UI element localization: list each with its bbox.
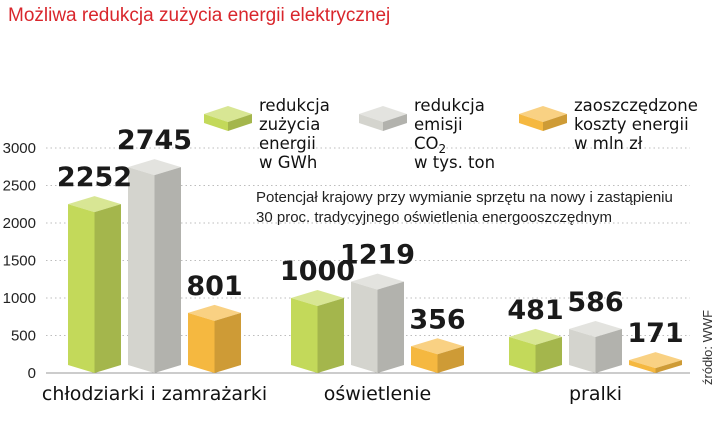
legend-swatch-right [228,114,252,131]
category-labels: chłodziarki i zamrażarki oświetlenie pralk… [42,383,622,405]
legend-label-line: w mln zł [574,134,643,153]
data-label: 586 [567,287,623,318]
note-line-2: 30 proc. tradycyjnego oświetlenia energo… [256,209,612,226]
bar-right-face [535,336,562,373]
bar-left-face [351,281,378,373]
bar-chlodziarki-i-zamrazarki-energia [68,196,121,373]
y-tick-label: 2500 [3,178,36,195]
legend-swatch-left [519,114,543,131]
category-label-oswietlenie: oświetlenie [324,383,431,405]
bars [68,159,682,373]
bar-left-face [509,336,536,373]
legend-label-line: w tys. ton [414,153,495,172]
bar-right-face [437,346,464,373]
y-tick-label: 2000 [3,215,36,232]
data-label: 481 [507,295,563,326]
data-label: 2252 [57,162,132,193]
bar-right-face [595,329,622,373]
data-label: 1219 [340,240,415,271]
bar-left-face [128,167,155,373]
y-tick-label: 1000 [3,290,36,307]
bar-right-face [317,298,344,373]
legend-label-line: CO2 [414,134,446,156]
y-tick-label: 3000 [3,140,36,157]
legend-label-line: redukcja [259,96,330,115]
bar-right-face [154,167,181,373]
category-label-chlodziarki-i-zamrazarki: chłodziarki i zamrażarki [42,383,267,405]
source-note: źródło: WWF [700,310,715,385]
data-label: 801 [186,271,242,302]
bar-chlodziarki-i-zamrazarki-emisja [128,159,181,373]
note-line-1: Potencjał krajowy przy wymianie sprzętu … [256,189,673,206]
bar-left-face [291,298,318,373]
legend-label-line: zaoszczędzone [574,96,698,115]
data-label: 1000 [280,256,355,287]
legend-label-line: emisji [414,115,463,134]
bar-right-face [94,204,121,373]
y-tick-label: 500 [11,328,36,345]
legend-swatch-left [359,114,383,131]
bar-right-face [214,312,241,373]
data-label: 2745 [117,125,192,156]
bar-oswietlenie-energia [291,290,344,373]
legend-label-line: energii [259,134,316,153]
y-axis-ticks: 0 500 1000 1500 2000 2500 3000 [3,140,36,382]
category-label-pralki: pralki [569,383,622,405]
legend-swatch-right [383,114,407,131]
data-label: 171 [627,318,683,349]
legend-swatch-left [204,114,228,131]
bar-pralki-energia [509,328,562,373]
y-tick-label: 0 [28,365,36,382]
bar-chlodziarki-i-zamrazarki-koszty [188,304,241,373]
bar-left-face [629,360,656,373]
bar-left-face [68,204,95,373]
bar-right-face [377,281,404,373]
bar-left-face [411,346,438,373]
bar-pralki-koszty [629,352,682,373]
legend-label-line: w GWh [259,153,317,172]
legend-label-line: koszty energii [574,115,689,134]
bar-left-face [188,312,215,373]
legend-label-line: zużycia [259,115,320,134]
bar-pralki-emisja [569,321,622,373]
legend-label-line: redukcja [414,96,485,115]
data-label: 356 [409,304,465,335]
bar-oswietlenie-koszty [411,338,464,373]
bar-oswietlenie-emisja [351,273,404,373]
legend-swatch-right [543,114,567,131]
y-tick-label: 1500 [3,253,36,270]
chart-title: Możliwa redukcja zużycia energii elektry… [8,5,390,26]
bar-left-face [569,329,596,373]
bar-right-face [655,360,682,373]
